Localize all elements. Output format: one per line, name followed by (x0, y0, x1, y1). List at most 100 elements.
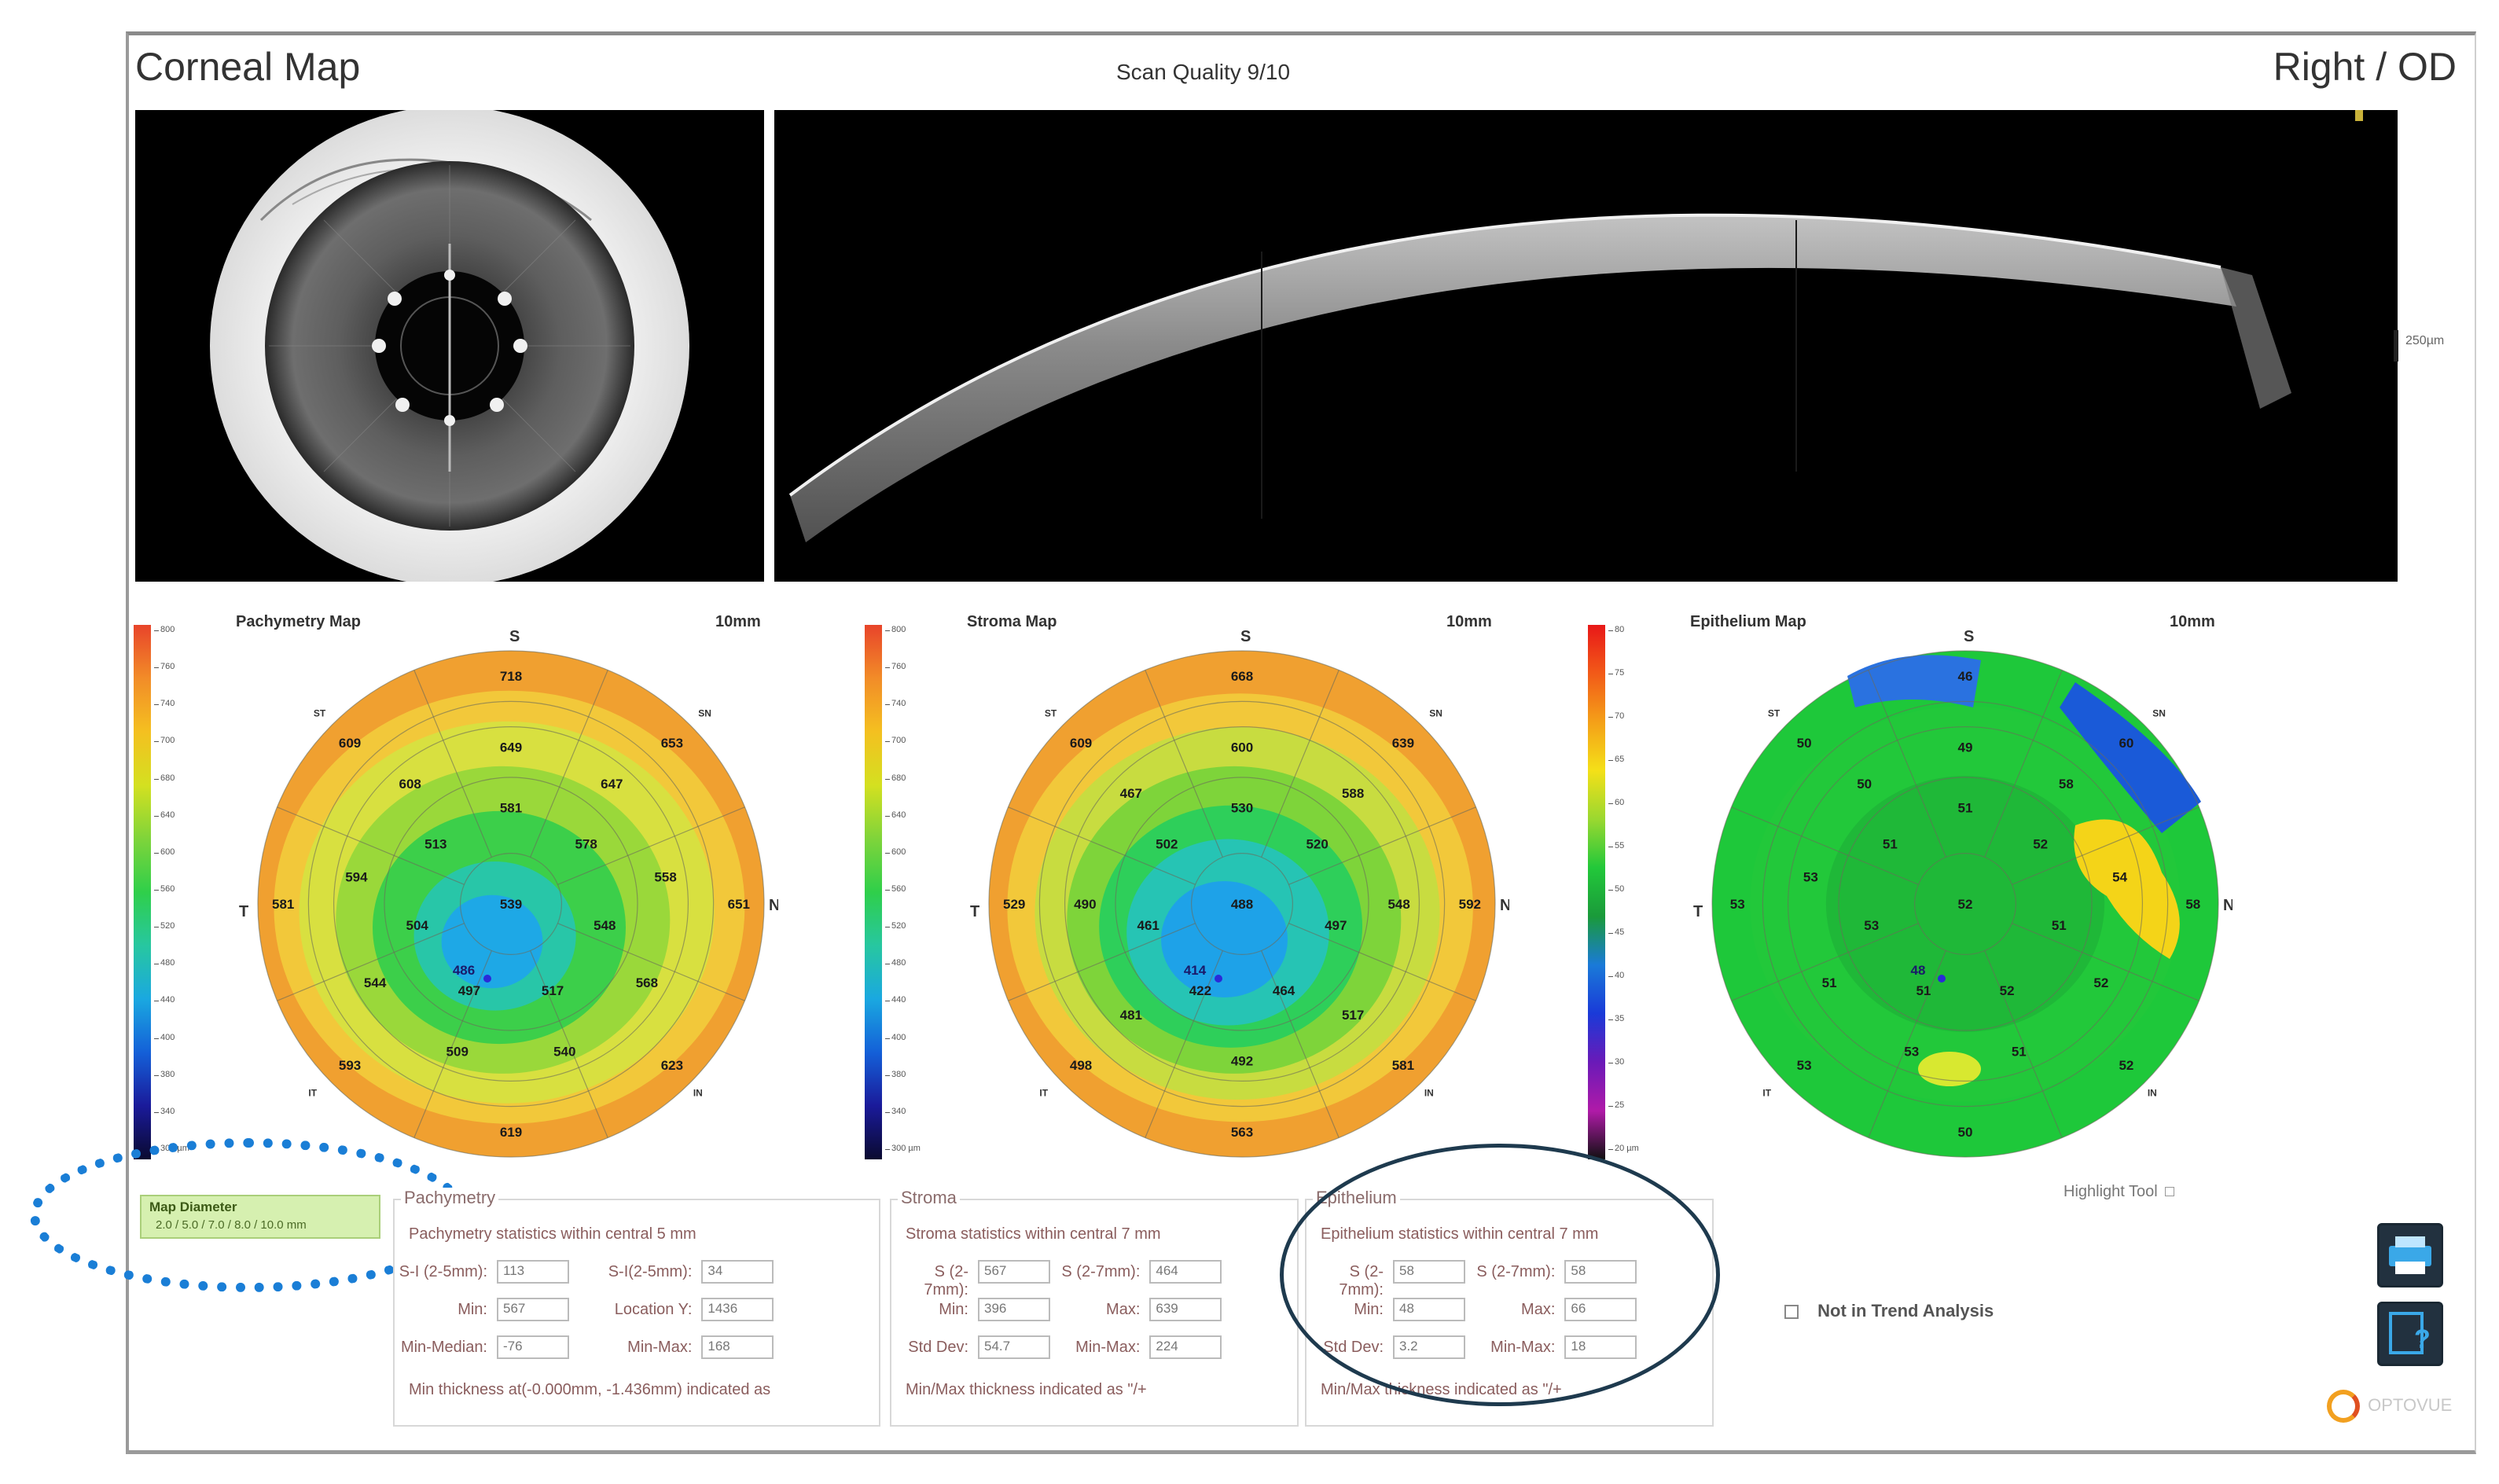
map-thickness-value: 581 (1392, 1058, 1414, 1073)
map-thickness-value: 58 (2059, 777, 2074, 792)
trend-analysis-checkbox[interactable] (1784, 1305, 1799, 1320)
thin-region-blue (2060, 682, 2201, 833)
map-grid-spoke (1288, 806, 1476, 885)
thick-region-yellow (2074, 819, 2180, 959)
stat-label: Min-Median: (400, 1339, 487, 1356)
map-direction-label-in: IN (693, 1088, 703, 1099)
colorbar-tick-label: 340 (153, 1106, 175, 1116)
stat-value-field: 464 (1149, 1260, 1222, 1284)
map-grid-ring (1914, 853, 2017, 956)
map-grid-ring (1838, 777, 2093, 1031)
map-direction-label-temporal: T (970, 903, 979, 920)
colorbar-tick-label: 55 (1608, 841, 1625, 850)
map-thickness-value: 718 (500, 669, 522, 684)
map-thickness-value: 46 (1958, 669, 1973, 684)
map-thickness-value: 53 (1803, 869, 1818, 884)
map-grid-spoke (557, 923, 745, 1001)
map-thickness-value: 52 (2093, 975, 2108, 990)
map-thickness-value: 600 (1231, 740, 1253, 755)
map-thickness-value: 51 (1883, 837, 1898, 852)
map-color-region (441, 894, 543, 989)
pachymetry-polar-map[interactable]: SINTSNSTINIT5395815785485174975045136496… (212, 629, 778, 1163)
map-thickness-value: 529 (1003, 897, 1025, 912)
map-thickness-value: 461 (1137, 918, 1159, 933)
map-thickness-value: 581 (500, 801, 522, 816)
map-thickness-value: 513 (424, 837, 447, 852)
map-thickness-value: 502 (1156, 837, 1178, 852)
colorbar-tick-label: 600 (884, 847, 906, 857)
colorbar-tick-label: 560 (884, 884, 906, 894)
map-thickness-value: 530 (1231, 801, 1253, 816)
stat-label: S-I (2-5mm): (399, 1263, 487, 1280)
highlight-tool-toggle[interactable]: Highlight Tool (2064, 1183, 2175, 1201)
colorbar-tick-label: 740 (884, 699, 906, 709)
colorbar-tick-label: 520 (153, 921, 175, 931)
colorbar-tick-label: 760 (153, 662, 175, 672)
stroma-map-title: Stroma Map (967, 613, 1057, 630)
map-thickness-value: 504 (406, 918, 429, 933)
map-direction-label-st: ST (1768, 708, 1781, 719)
colorbar-tick-label: 440 (153, 995, 175, 1005)
iris-image-graphic (210, 110, 689, 582)
stat-value-field: 34 (701, 1260, 774, 1284)
trend-analysis-toggle[interactable]: Not in Trend Analysis (1784, 1301, 1994, 1321)
colorbar-tick-label: 75 (1608, 668, 1625, 678)
stat-label: Std Dev: (908, 1339, 968, 1356)
map-direction-label-temporal: T (239, 903, 248, 920)
map-grid-spoke (1008, 923, 1196, 1001)
colorbar-tick-label: 380 (153, 1069, 175, 1079)
map-grid-ring (460, 853, 563, 956)
colorbar-tick-label: 640 (884, 810, 906, 820)
map-thickness-value: 490 (1074, 897, 1096, 912)
map-thickness-value: 568 (636, 975, 658, 990)
map-grid-ring (1711, 650, 2219, 1158)
map-grid-spoke (1261, 950, 1340, 1138)
map-thickness-value: 649 (500, 740, 522, 755)
map-thickness-value: 51 (1916, 983, 1931, 998)
stroma-map-panel: Stroma Map 10mm 800 760 740 700 680 640 600 560 52… (865, 613, 1572, 1163)
print-button[interactable] (2377, 1223, 2443, 1287)
map-grid-ring (1191, 853, 1294, 956)
epithelium-polar-map[interactable]: SINTSNSTINIT5251525152515351495854525153… (1667, 629, 2233, 1163)
map-thickness-value: 558 (654, 869, 676, 884)
map-grid-spoke (1008, 806, 1196, 885)
help-button[interactable]: ? (2377, 1302, 2443, 1366)
map-thickness-value: 539 (500, 897, 522, 912)
stroma-polar-map[interactable]: SINTSNSTINIT4885305204974644224615026005… (943, 629, 1509, 1163)
pachymetry-map-title: Pachymetry Map (236, 613, 361, 630)
map-grid-spoke (1984, 670, 2063, 858)
map-thickness-value: 563 (1231, 1125, 1253, 1140)
map-direction-label-nasal: N (769, 897, 778, 914)
map-thickness-value: 52 (2000, 983, 2015, 998)
colorbar-tick-label: 520 (884, 921, 906, 931)
stat-label: S-I(2-5mm): (608, 1263, 693, 1280)
map-color-region (1825, 776, 2105, 1032)
colorbar-tick-label: 480 (884, 958, 906, 968)
colorbar-tick-label: 300 µm (885, 1144, 921, 1153)
stroma-colorbar (865, 625, 882, 1159)
stat-label: Min-Max: (1075, 1339, 1141, 1356)
map-thickness-value: 509 (447, 1045, 469, 1060)
colorbar-tick-label: 640 (153, 810, 175, 820)
map-thickness-value: 53 (1797, 1058, 1812, 1073)
stat-value-field: 567 (497, 1298, 569, 1321)
stat-label: Max: (1106, 1301, 1141, 1318)
map-thickness-value: 54 (2112, 869, 2127, 884)
map-grid-ring (1762, 700, 2169, 1107)
map-direction-label-it: IT (308, 1088, 317, 1099)
highlight-tool-checkbox[interactable] (2165, 1187, 2175, 1196)
optovue-logo: OPTOVUE (2327, 1390, 2452, 1423)
map-thickness-value: 581 (272, 897, 294, 912)
map-grid-spoke (1868, 670, 1946, 858)
map-thickness-value: 593 (339, 1058, 361, 1073)
stroma-colorbar-ticks: 800 760 740 700 680 640 600 560 520 480 440 400 380 3… (884, 625, 939, 1159)
map-direction-label-nasal: N (2223, 897, 2233, 914)
pachymetry-map-panel: Pachymetry Map 10mm 800 760 740 700 680 640 600 5… (134, 613, 841, 1163)
map-thickness-value: 592 (1459, 897, 1481, 912)
colorbar-tick-label: 480 (153, 958, 175, 968)
map-grid-spoke (1288, 923, 1476, 1001)
stat-value-field: 639 (1149, 1298, 1222, 1321)
map-min-value: 486 (453, 963, 475, 978)
colorbar-tick-label: 560 (153, 884, 175, 894)
colorbar-tick-label: 45 (1608, 928, 1625, 937)
